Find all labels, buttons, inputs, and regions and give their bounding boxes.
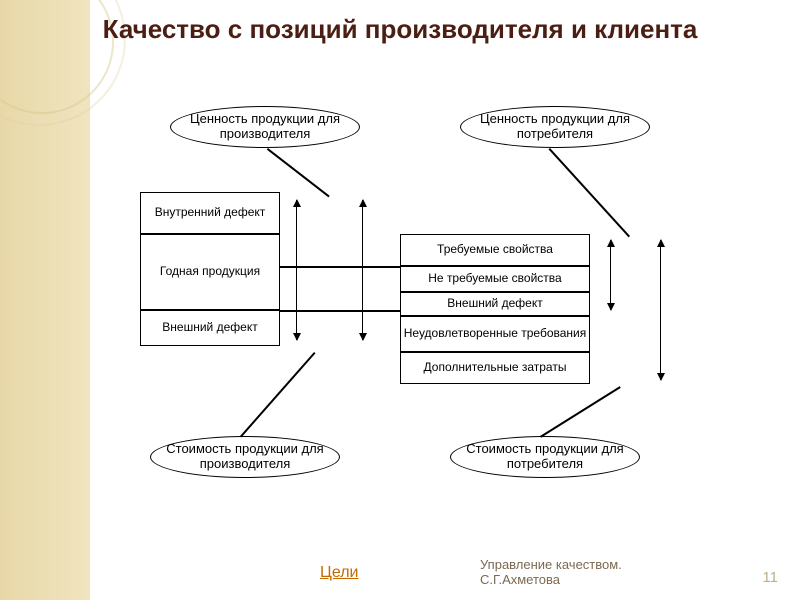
hline-top xyxy=(280,266,400,268)
arrow-0 xyxy=(296,200,297,340)
lead-3 xyxy=(540,386,621,437)
lead-2 xyxy=(240,352,315,437)
arrow-2 xyxy=(610,240,611,310)
sidebar-decoration xyxy=(0,0,90,600)
lead-0 xyxy=(267,148,330,197)
left-cell-2: Внешний дефект xyxy=(140,310,280,346)
left-cell-1: Годная продукция xyxy=(140,234,280,310)
arrow-1 xyxy=(362,200,363,340)
bubble-b1: Ценность продукции для производителя xyxy=(170,106,360,148)
slide-title: Качество с позиций производителя и клиен… xyxy=(0,14,800,45)
lead-1 xyxy=(549,148,630,237)
right-cell-0: Требуемые свойства xyxy=(400,234,590,266)
footer-credits-line2: С.Г.Ахметова xyxy=(480,572,560,587)
right-cell-3: Неудовлетворенные требования xyxy=(400,316,590,352)
right-cell-2: Внешний дефект xyxy=(400,292,590,316)
diagram-area: Ценность продукции для производителя Ценн… xyxy=(100,106,760,526)
right-cell-1: Не требуемые свойства xyxy=(400,266,590,292)
right-cell-4: Дополнительные затраты xyxy=(400,352,590,384)
arrow-3 xyxy=(660,240,661,380)
hline-bottom xyxy=(280,310,400,312)
footer-credits-line1: Управление качеством. xyxy=(480,557,622,572)
page-number: 11 xyxy=(762,569,778,586)
bubble-b3: Стоимость продукции для производителя xyxy=(150,436,340,478)
bubble-b4: Стоимость продукции для потребителя xyxy=(450,436,640,478)
left-cell-0: Внутренний дефект xyxy=(140,192,280,234)
footer-credits: Управление качеством. С.Г.Ахметова xyxy=(480,557,622,588)
footer-link-goals[interactable]: Цели xyxy=(320,564,358,582)
bubble-b2: Ценность продукции для потребителя xyxy=(460,106,650,148)
